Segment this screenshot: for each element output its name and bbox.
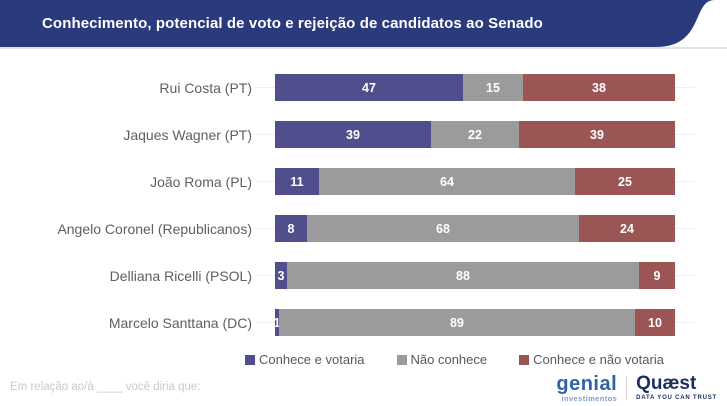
genial-logo-subtext: investimentos	[561, 393, 618, 403]
stacked-bar: 1 89 10	[275, 309, 675, 336]
bar-value-label: 39	[346, 127, 360, 142]
legend-swatch-purple-icon	[245, 354, 255, 365]
bar-segment: 39	[275, 121, 431, 148]
page-title: Conhecimento, potencial de voto e rejeiç…	[42, 15, 543, 32]
bar-segment: 3	[275, 262, 287, 289]
survey-question-note: Em relação ao/à ____ você diria que:	[10, 381, 201, 393]
category-label: Rui Costa (PT)	[159, 79, 252, 96]
bar-value-label: 89	[450, 315, 464, 330]
quaest-logo: Quæst DATA YOU CAN TRUST	[636, 374, 717, 401]
bar-segment: 38	[523, 74, 675, 101]
bar-value-label: 15	[486, 80, 500, 95]
bar-segment: 15	[463, 74, 523, 101]
bar-value-label: 3	[277, 268, 285, 283]
bar-segment: 1	[275, 309, 279, 336]
quaest-logo-name: Quæst	[636, 373, 697, 395]
category-label: João Roma (PL)	[150, 173, 252, 190]
legend-swatch-gray-icon	[396, 354, 407, 365]
chart-row: Angelo Coronel (Republicanos) 8 68 24	[0, 205, 727, 252]
bar-segment: 25	[575, 168, 675, 195]
bar-segment: 39	[519, 121, 675, 148]
bar-segment: 47	[275, 74, 463, 101]
bar-value-label: 25	[618, 174, 632, 189]
bar-segment: 88	[287, 262, 639, 289]
chart-row: Delliana Ricelli (PSOL) 3 88 9	[0, 252, 727, 299]
legend-item-nao-conhece: Não conhece	[396, 352, 488, 367]
bar-segment: 89	[279, 309, 635, 336]
legend-item-conhece-e-nao-votaria: Conhece e não votaria	[519, 352, 664, 367]
bar-value-label: 39	[590, 127, 604, 142]
bar-value-label: 88	[456, 268, 470, 283]
bar-value-label: 1	[275, 315, 279, 330]
category-label: Marcelo Santtana (DC)	[108, 314, 252, 331]
stacked-bar: 47 15 38	[275, 74, 675, 101]
bar-segment: 11	[275, 168, 319, 195]
bar-value-label: 24	[620, 221, 634, 236]
legend-swatch-red-icon	[519, 354, 530, 365]
stacked-bar: 39 22 39	[275, 121, 675, 148]
chart-row: Jaques Wagner (PT) 39 22 39	[0, 111, 727, 158]
genial-logo-name: genial	[556, 372, 618, 395]
stacked-bar: 11 64 25	[275, 168, 675, 195]
bar-segment: 9	[639, 262, 675, 289]
bar-segment: 8	[275, 215, 307, 242]
category-label: Jaques Wagner (PT)	[123, 126, 252, 143]
chart-row: Marcelo Santtana (DC) 1 89 10	[0, 299, 727, 346]
bar-value-label: 38	[592, 80, 606, 95]
category-label: Angelo Coronel (Republicanos)	[57, 220, 252, 237]
bar-segment: 10	[635, 309, 675, 336]
legend-label: Não conhece	[410, 352, 488, 367]
chart-row: João Roma (PL) 11 64 25	[0, 158, 727, 205]
header-divider	[0, 47, 727, 49]
chart-legend: Conhece e votaria Não conhece Conhece e …	[245, 352, 664, 367]
bar-value-label: 22	[468, 127, 482, 142]
category-label: Delliana Ricelli (PSOL)	[109, 267, 252, 284]
legend-label: Conhece e votaria	[259, 352, 365, 367]
stacked-bar: 8 68 24	[275, 215, 675, 242]
bar-segment: 64	[319, 168, 575, 195]
bar-value-label: 8	[287, 221, 295, 236]
chart-row: Rui Costa (PT) 47 15 38	[0, 64, 727, 111]
bar-value-label: 47	[362, 80, 376, 95]
bar-value-label: 64	[440, 174, 454, 189]
bar-value-label: 9	[653, 268, 661, 283]
genial-logo: genial investimentos	[556, 374, 617, 403]
legend-label: Conhece e não votaria	[533, 352, 664, 367]
bar-value-label: 10	[648, 315, 662, 330]
bar-segment: 22	[431, 121, 519, 148]
header-band	[0, 0, 714, 47]
stacked-bar: 3 88 9	[275, 262, 675, 289]
bar-segment: 24	[579, 215, 675, 242]
quaest-logo-subtext: DATA YOU CAN TRUST	[636, 395, 717, 402]
bar-value-label: 11	[290, 174, 304, 189]
bar-value-label: 68	[436, 221, 450, 236]
logo-divider	[626, 375, 628, 400]
legend-item-conhece-e-votaria: Conhece e votaria	[245, 352, 365, 367]
bar-segment: 68	[307, 215, 579, 242]
brand-logos: genial investimentos Quæst DATA YOU CAN …	[556, 374, 717, 403]
